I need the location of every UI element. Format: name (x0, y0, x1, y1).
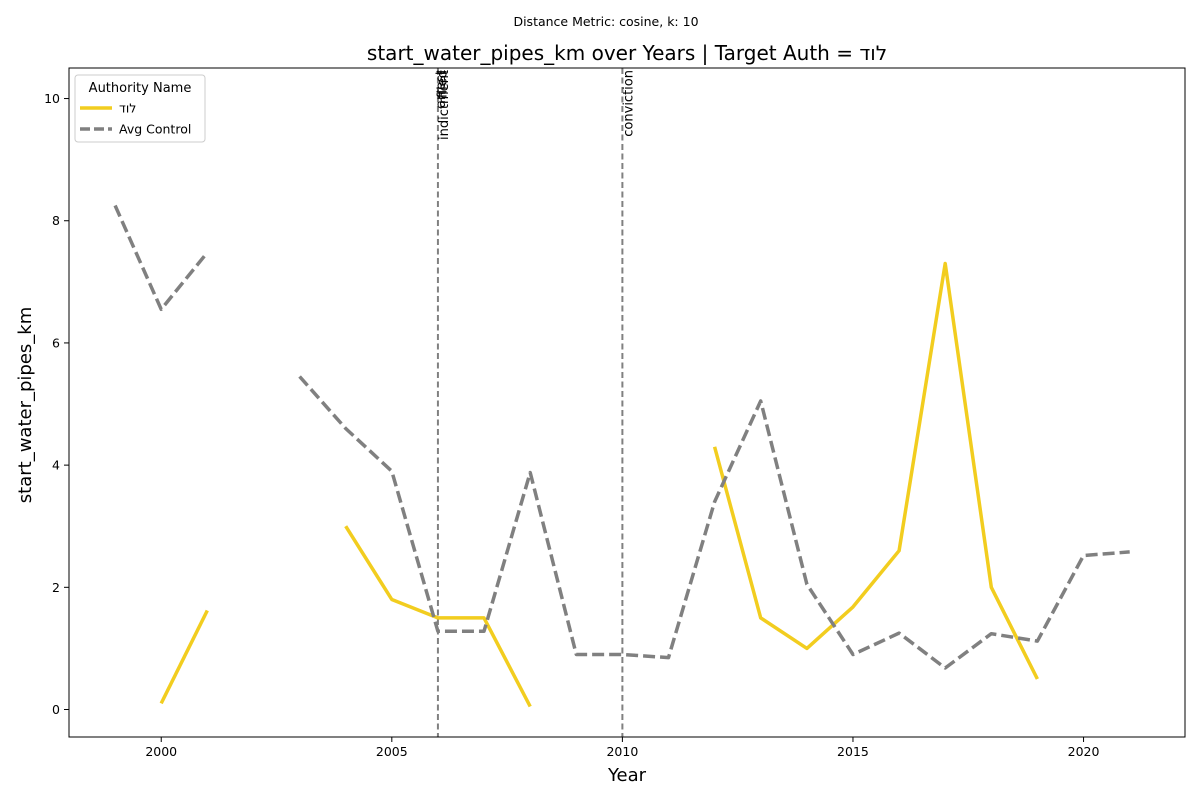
legend-label-lod: לוד (119, 101, 136, 116)
y-axis-label: start_water_pipes_km (15, 307, 36, 503)
legend: Authority Name לוד Avg Control (74, 74, 206, 143)
x-axis-label: Year (607, 765, 647, 786)
plot-frame (68, 67, 1186, 738)
series-line-avg-control-segment-0 (113, 204, 209, 312)
y-tick-label-10: 10 (44, 91, 60, 106)
x-tick-label-2020: 2020 (1068, 744, 1100, 759)
series-line-avg-control-segment-1 (298, 375, 1130, 670)
y-tick-label-8: 8 (52, 213, 60, 228)
series-line-lod-segment-2 (712, 261, 1039, 680)
event-label-indictment: indictment (437, 70, 452, 140)
legend-title: Authority Name (89, 81, 192, 96)
y-tick-label-4: 4 (52, 458, 60, 473)
event-label-arrest: arrest (434, 70, 449, 108)
x-tick-label-2000: 2000 (145, 744, 177, 759)
series-line-lod-segment-1 (344, 525, 532, 708)
legend-box (74, 74, 206, 143)
x-axis-ticks: 2000 2005 2010 2015 2020 (145, 737, 1099, 759)
y-tick-label-2: 2 (52, 580, 60, 595)
y-tick-label-0: 0 (52, 702, 60, 717)
chart-title: start_water_pipes_km over Years | Target… (367, 41, 887, 65)
event-label-conviction: conviction (621, 70, 636, 137)
event-label-filed: filed (435, 70, 450, 98)
x-tick-label-2010: 2010 (606, 744, 638, 759)
y-axis-ticks: 0 2 4 6 8 10 (44, 91, 69, 717)
x-tick-label-2015: 2015 (837, 744, 869, 759)
y-tick-label-6: 6 (52, 335, 60, 350)
legend-label-avg-control: Avg Control (119, 122, 191, 137)
x-tick-label-2005: 2005 (376, 744, 408, 759)
chart-suptitle: Distance Metric: cosine, k: 10 (513, 14, 698, 29)
series-line-lod-segment-0 (159, 609, 209, 705)
